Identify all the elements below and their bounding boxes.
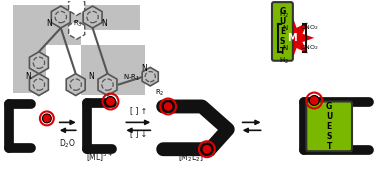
Text: N: N bbox=[141, 64, 147, 73]
Text: N: N bbox=[89, 72, 94, 81]
Polygon shape bbox=[83, 6, 102, 28]
Polygon shape bbox=[69, 0, 85, 15]
Circle shape bbox=[42, 114, 51, 123]
Text: H$_2$: H$_2$ bbox=[279, 56, 290, 66]
Text: [ ] ↑: [ ] ↑ bbox=[130, 106, 147, 115]
Text: G
U
E
S
T: G U E S T bbox=[326, 102, 332, 151]
Text: N: N bbox=[25, 72, 31, 81]
Polygon shape bbox=[98, 74, 117, 95]
Polygon shape bbox=[142, 67, 158, 86]
Polygon shape bbox=[271, 16, 314, 60]
Polygon shape bbox=[29, 74, 48, 95]
Text: N: N bbox=[102, 20, 107, 29]
Text: D$_2$O: D$_2$O bbox=[59, 137, 76, 150]
Text: G
U
E
S
T: G U E S T bbox=[279, 7, 285, 56]
Circle shape bbox=[163, 102, 173, 112]
Polygon shape bbox=[13, 5, 145, 95]
Text: N-R$_1$: N-R$_1$ bbox=[123, 72, 141, 83]
Text: ONO$_2$: ONO$_2$ bbox=[301, 43, 319, 52]
Text: H$_2$: H$_2$ bbox=[279, 10, 290, 20]
FancyBboxPatch shape bbox=[306, 102, 352, 151]
Polygon shape bbox=[46, 45, 81, 70]
Text: [ML]$^{5+}$: [ML]$^{5+}$ bbox=[86, 151, 113, 164]
Polygon shape bbox=[69, 21, 85, 39]
Text: R$_3$: R$_3$ bbox=[73, 19, 82, 29]
Text: M: M bbox=[288, 33, 297, 43]
Polygon shape bbox=[51, 6, 70, 28]
Text: N: N bbox=[282, 25, 287, 31]
Text: N: N bbox=[46, 20, 52, 29]
Circle shape bbox=[105, 97, 115, 107]
Polygon shape bbox=[29, 52, 48, 74]
Text: [M$_2$L$_2$]$^{10+}$: [M$_2$L$_2$]$^{10+}$ bbox=[178, 150, 216, 164]
Circle shape bbox=[202, 144, 212, 154]
Text: R$_2$: R$_2$ bbox=[155, 87, 165, 98]
Circle shape bbox=[309, 95, 319, 105]
Text: [ ] ↓: [ ] ↓ bbox=[130, 129, 147, 138]
Text: ONO$_2$: ONO$_2$ bbox=[301, 24, 319, 32]
Text: N: N bbox=[282, 45, 287, 51]
Polygon shape bbox=[66, 74, 85, 95]
FancyBboxPatch shape bbox=[272, 2, 293, 61]
